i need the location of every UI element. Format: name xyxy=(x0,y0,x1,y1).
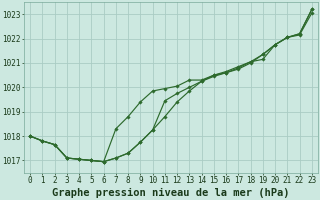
X-axis label: Graphe pression niveau de la mer (hPa): Graphe pression niveau de la mer (hPa) xyxy=(52,188,290,198)
